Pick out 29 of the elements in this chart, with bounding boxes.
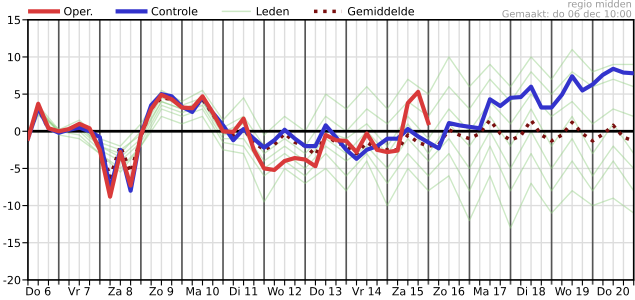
y-tick-label: 5 — [14, 90, 20, 98]
y-tick-label: -10 — [3, 202, 20, 210]
legend-label: Gemiddelde — [348, 6, 414, 16]
x-tick-label: Do 20 — [598, 287, 629, 296]
x-tick-label: Do 6 — [26, 287, 50, 296]
y-tick-label: -5 — [10, 164, 20, 173]
y-tick-label: 15 — [8, 16, 20, 24]
x-tick-label: Wo 12 — [268, 287, 301, 296]
y-tick-label: 0 — [14, 127, 20, 136]
y-tick-label: -15 — [3, 238, 20, 248]
x-tick-label: Ma 10 — [186, 287, 219, 296]
legend-label: Leden — [256, 6, 289, 16]
legend-label: Controle — [152, 6, 198, 16]
x-tick-label: Di 18 — [517, 286, 545, 296]
y-tick-label: 10 — [8, 52, 20, 62]
x-tick-label: Ma 17 — [474, 287, 506, 296]
text: regio midden — [568, 0, 631, 10]
text: Gemaakt: do 06 dec 10:00 — [502, 10, 632, 18]
x-tick-label: Vr 7 — [68, 287, 90, 296]
x-tick-label: Di 11 — [230, 286, 258, 296]
legend-label: Oper. — [64, 7, 92, 18]
x-tick-label: Zo 16 — [433, 287, 464, 296]
x-tick-label: Wo 19 — [555, 287, 589, 296]
x-tick-label: Za 15 — [392, 287, 423, 296]
x-tick-label: Za 8 — [108, 287, 132, 296]
y-tick-label: -20 — [3, 276, 20, 284]
x-tick-label: Vr 14 — [352, 287, 382, 296]
x-tick-label: Do 13 — [310, 287, 342, 296]
x-tick-label: Zo 9 — [149, 287, 174, 296]
